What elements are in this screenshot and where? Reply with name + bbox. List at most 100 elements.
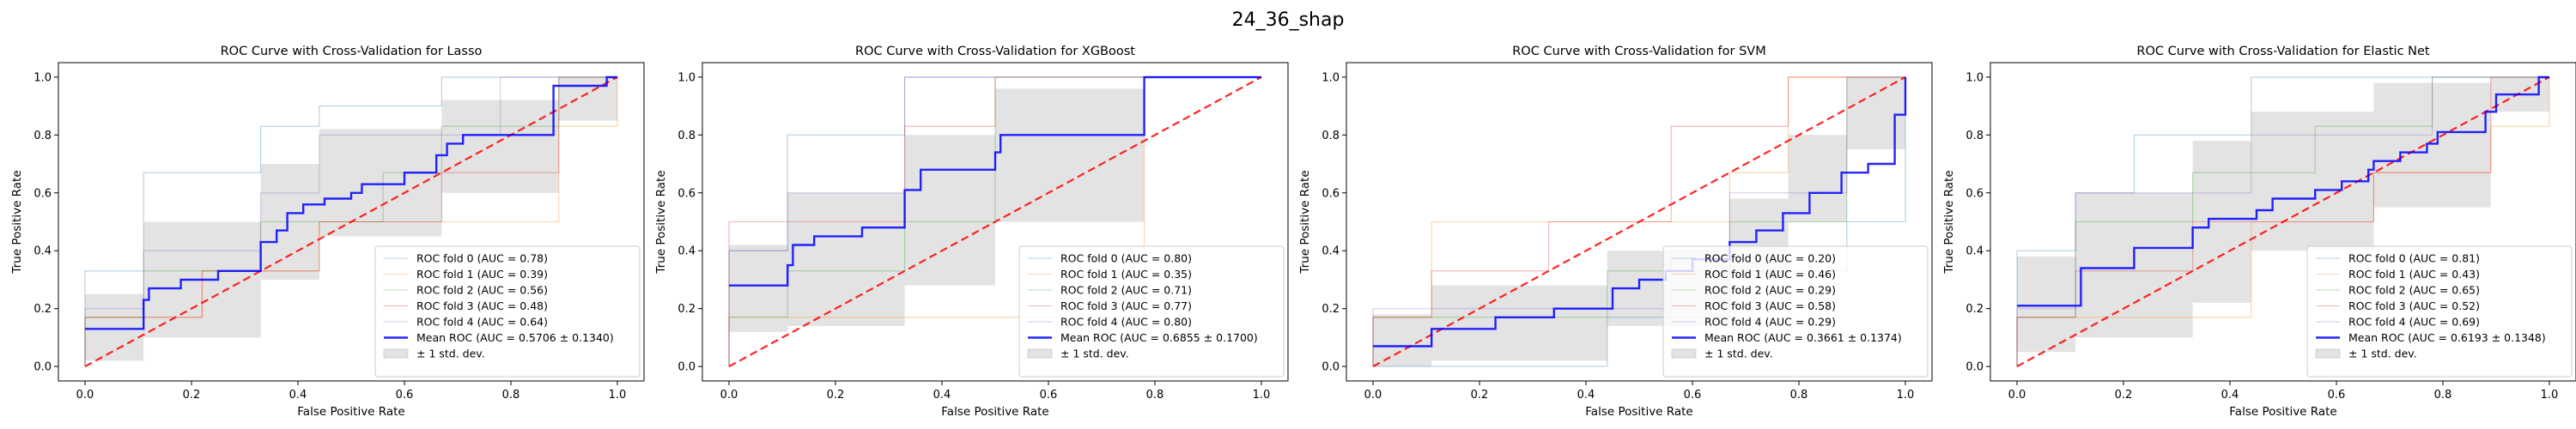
chart-panel-2: ROC Curve with Cross-Validation for SVM 0… <box>1298 45 1933 419</box>
y-axis-label: True Positive Rate <box>654 170 668 274</box>
fold-3-line <box>2016 76 2549 367</box>
y-tick-label: 1.0 <box>677 71 696 84</box>
x-tick-label: 1.0 <box>1897 389 1915 402</box>
fold-3-line <box>84 76 617 367</box>
y-tick-label: 0.8 <box>677 130 696 142</box>
y-tick-label: 0.2 <box>677 303 696 316</box>
x-tick-label: 1.0 <box>609 389 627 402</box>
x-tick-label: 0.6 <box>1040 389 1058 402</box>
legend: ROC fold 0 (AUC = 0.20) ROC fold 1 (AUC =… <box>1662 245 1929 378</box>
x-tick-label: 0.8 <box>502 389 520 402</box>
x-tick-label: 0.2 <box>2115 389 2133 402</box>
chart-panel-1: ROC Curve with Cross-Validation for XGBo… <box>654 45 1289 419</box>
x-tick-label: 0.6 <box>396 389 414 402</box>
x-tick-label: 0.2 <box>183 389 201 402</box>
fold-0-line <box>2016 76 2549 367</box>
fold-1-line <box>2016 76 2550 367</box>
y-axis-label: True Positive Rate <box>1942 170 1956 274</box>
x-tick-label: 1.0 <box>1253 389 1271 402</box>
legend-label: ROC fold 4 (AUC = 0.80) <box>1060 316 1192 329</box>
std-band <box>2017 76 2549 353</box>
x-axis-label: False Positive Rate <box>941 405 1048 419</box>
x-tick-label: 0.4 <box>2221 389 2239 402</box>
mean-roc-line <box>729 76 1261 287</box>
fold-4-line <box>728 76 1261 367</box>
legend-label: ± 1 std. dev. <box>2348 347 2417 360</box>
y-tick-label: 0.8 <box>33 130 52 142</box>
fold-3-line <box>1372 76 1905 367</box>
chance-line <box>728 76 1262 368</box>
y-tick-label: 1.0 <box>1965 71 1984 84</box>
legend-label: ROC fold 1 (AUC = 0.46) <box>1704 268 1836 281</box>
plot-frame <box>1346 62 1933 382</box>
x-axis-label: False Positive Rate <box>297 405 404 419</box>
legend-label: ROC fold 1 (AUC = 0.35) <box>1060 268 1192 281</box>
x-tick-label: 1.0 <box>2541 389 2559 402</box>
mean-roc-line <box>2017 76 2549 307</box>
legend-label: ± 1 std. dev. <box>416 347 485 360</box>
legend-label: Mean ROC (AUC = 0.6193 ± 0.1348) <box>2348 331 2546 344</box>
legend-box <box>374 245 641 378</box>
x-tick-label: 0.0 <box>1364 389 1382 402</box>
legend-label: ROC fold 4 (AUC = 0.64) <box>416 316 548 329</box>
legend-box <box>1662 245 1929 378</box>
chance-line <box>2016 76 2550 368</box>
legend-label: Mean ROC (AUC = 0.5706 ± 0.1340) <box>416 331 614 344</box>
y-tick-label: 0.8 <box>1321 130 1340 142</box>
legend-label: Mean ROC (AUC = 0.3661 ± 0.1374) <box>1704 331 1902 344</box>
legend-label: ROC fold 0 (AUC = 0.20) <box>1704 252 1836 265</box>
y-tick-label: 0.6 <box>677 187 696 200</box>
y-axis-label: True Positive Rate <box>10 170 24 274</box>
fold-1-line <box>1372 76 1905 367</box>
y-tick-label: 0.0 <box>1965 361 1984 374</box>
legend-label: ROC fold 4 (AUC = 0.69) <box>2348 316 2480 329</box>
legend-label: ROC fold 2 (AUC = 0.65) <box>2348 284 2480 297</box>
x-tick-label: 0.0 <box>76 389 94 402</box>
chart-title: ROC Curve with Cross-Validation for XGBo… <box>855 45 1135 58</box>
y-tick-label: 0.6 <box>33 187 52 200</box>
chart-title: ROC Curve with Cross-Validation for Lass… <box>221 45 483 58</box>
y-tick-label: 0.8 <box>1965 130 1984 142</box>
y-axis-label: True Positive Rate <box>1298 170 1312 274</box>
legend-label: ROC fold 0 (AUC = 0.78) <box>416 252 548 265</box>
y-tick-label: 1.0 <box>33 71 52 84</box>
x-tick-label: 0.0 <box>720 389 738 402</box>
y-tick-label: 1.0 <box>1321 71 1340 84</box>
chart-title: ROC Curve with Cross-Validation for SVM <box>1512 45 1766 58</box>
legend: ROC fold 0 (AUC = 0.80) ROC fold 1 (AUC =… <box>1018 245 1285 378</box>
plot-frame <box>58 62 645 382</box>
y-tick-label: 0.4 <box>33 245 52 258</box>
fold-3-line <box>728 76 1261 367</box>
std-band <box>729 76 1261 332</box>
legend-label: ROC fold 0 (AUC = 0.80) <box>1060 252 1192 265</box>
y-tick-label: 0.4 <box>1321 245 1340 258</box>
y-tick-label: 0.4 <box>677 245 696 258</box>
x-tick-label: 0.6 <box>1684 389 1702 402</box>
plot-frame <box>1990 62 2576 382</box>
legend-label: ROC fold 3 (AUC = 0.52) <box>2348 299 2480 312</box>
legend-box <box>1018 245 1285 378</box>
x-tick-label: 0.4 <box>933 389 951 402</box>
legend-label: ROC fold 2 (AUC = 0.71) <box>1060 284 1192 297</box>
legend-label: ROC fold 1 (AUC = 0.39) <box>416 268 548 281</box>
x-tick-label: 0.2 <box>827 389 845 402</box>
y-tick-label: 0.0 <box>1321 361 1340 374</box>
x-tick-label: 0.8 <box>1790 389 1808 402</box>
mean-roc-line <box>85 76 617 330</box>
legend: ROC fold 0 (AUC = 0.81) ROC fold 1 (AUC =… <box>2306 245 2573 378</box>
legend-label: ROC fold 3 (AUC = 0.58) <box>1704 299 1836 312</box>
fold-0-line <box>728 76 1261 367</box>
legend-label: ± 1 std. dev. <box>1060 347 1129 360</box>
chart-panel-0: ROC Curve with Cross-Validation for Lass… <box>10 45 645 419</box>
plot-area <box>728 76 1262 368</box>
legend-label: ROC fold 3 (AUC = 0.77) <box>1060 299 1192 312</box>
fold-4-line <box>2016 76 2549 367</box>
y-tick-label: 0.2 <box>1321 303 1340 316</box>
legend-label: ROC fold 1 (AUC = 0.43) <box>2348 268 2480 281</box>
x-tick-label: 0.6 <box>2328 389 2346 402</box>
fold-2-line <box>2016 76 2549 367</box>
legend-label: ROC fold 0 (AUC = 0.81) <box>2348 252 2480 265</box>
y-tick-label: 0.6 <box>1321 187 1340 200</box>
legend-label: ROC fold 2 (AUC = 0.29) <box>1704 284 1836 297</box>
